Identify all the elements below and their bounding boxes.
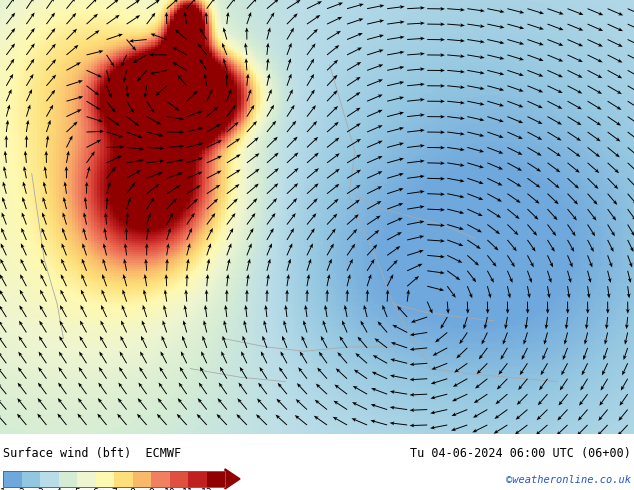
Text: 10: 10: [164, 489, 176, 490]
Text: 4: 4: [56, 489, 61, 490]
Text: Surface wind (bft)  ECMWF: Surface wind (bft) ECMWF: [3, 447, 181, 460]
Text: ©weatheronline.co.uk: ©weatheronline.co.uk: [506, 475, 631, 485]
Text: Tu 04-06-2024 06:00 UTC (06+00): Tu 04-06-2024 06:00 UTC (06+00): [410, 447, 631, 460]
Text: 6: 6: [93, 489, 98, 490]
Bar: [114, 471, 133, 487]
Text: 12: 12: [200, 489, 212, 490]
Text: 7: 7: [111, 489, 117, 490]
Text: 8: 8: [129, 489, 136, 490]
Text: 3: 3: [37, 489, 43, 490]
Bar: [3, 471, 22, 487]
Bar: [58, 471, 77, 487]
Text: 11: 11: [182, 489, 194, 490]
Text: 1: 1: [0, 489, 6, 490]
FancyArrow shape: [225, 469, 240, 489]
Text: 9: 9: [148, 489, 154, 490]
Bar: [96, 471, 114, 487]
Text: 5: 5: [74, 489, 80, 490]
Bar: [207, 471, 225, 487]
Text: 2: 2: [18, 489, 25, 490]
Bar: [77, 471, 96, 487]
Bar: [40, 471, 58, 487]
Bar: [3, 471, 225, 487]
Bar: [22, 471, 40, 487]
Bar: [169, 471, 188, 487]
Bar: [151, 471, 169, 487]
Bar: [133, 471, 151, 487]
Bar: [188, 471, 207, 487]
